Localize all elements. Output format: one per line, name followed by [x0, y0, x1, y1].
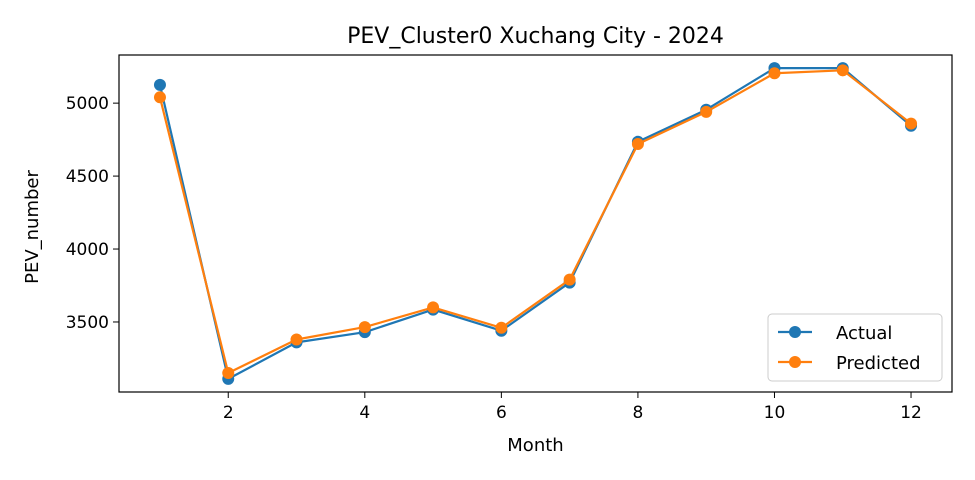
x-tick-label: 10 — [764, 403, 786, 423]
data-point-predicted — [700, 105, 713, 118]
y-tick-label: 4000 — [66, 240, 109, 260]
x-tick-label: 4 — [359, 403, 370, 423]
data-point-predicted — [222, 367, 235, 380]
legend: Actual Predicted — [767, 313, 943, 382]
chart-title: PEV_Cluster0 Xuchang City - 2024 — [347, 24, 724, 49]
series-line-actual — [158, 67, 912, 380]
x-axis-label: Month — [507, 435, 563, 456]
data-point-actual — [153, 78, 166, 91]
data-point-predicted — [358, 321, 371, 334]
x-tick-label: 12 — [900, 403, 922, 423]
data-point-predicted — [290, 333, 303, 346]
legend-box — [767, 313, 943, 382]
data-point-predicted — [563, 273, 576, 286]
data-point-predicted — [836, 64, 849, 77]
y-tick-label: 4500 — [66, 167, 109, 187]
y-tick-label: 3500 — [66, 313, 109, 333]
legend-marker-predicted — [789, 356, 801, 368]
y-axis-label: PEV_number — [22, 170, 43, 284]
x-tick-label: 6 — [496, 403, 507, 423]
data-point-predicted — [905, 117, 918, 130]
legend-label-predicted: Predicted — [836, 353, 921, 374]
data-point-predicted — [427, 301, 440, 314]
y-tick-label: 5000 — [66, 94, 109, 114]
data-point-predicted — [153, 91, 166, 104]
plot-frame — [118, 54, 953, 393]
legend-marker-actual — [789, 326, 801, 338]
legend-label-actual: Actual — [836, 323, 892, 344]
series-line-predicted — [158, 69, 912, 375]
data-point-predicted — [768, 67, 781, 80]
x-tick-label: 2 — [223, 403, 234, 423]
x-tick-label: 8 — [633, 403, 644, 423]
data-point-predicted — [495, 321, 508, 334]
data-point-predicted — [631, 137, 644, 150]
